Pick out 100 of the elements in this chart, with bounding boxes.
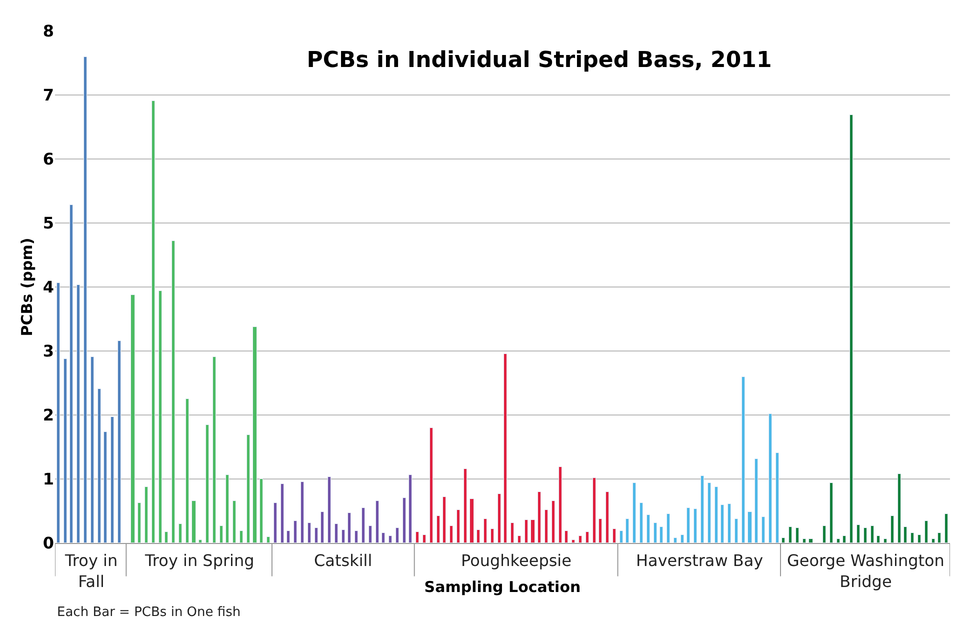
bar [504,354,507,543]
series-label: Troy in Spring [144,551,254,570]
bar [308,522,311,543]
bar [110,416,114,543]
bar [456,510,460,543]
series-label: Catskill [314,551,372,570]
bar [850,114,853,543]
bar [484,518,487,543]
bar [130,294,135,543]
bar [768,414,772,543]
y-axis-title: PCBs (ppm) [18,238,36,336]
bar [64,358,67,543]
bar [572,540,575,543]
bar [232,500,236,543]
y-tick-label: 6 [42,150,54,169]
bar [654,522,657,543]
bar [788,526,792,543]
bar [212,356,216,543]
bar [728,504,731,543]
bar [144,486,148,543]
bar [442,496,446,543]
text: PCBs in Individual Striped Bass, 2011 [306,48,772,74]
bar [856,524,860,543]
bar [890,516,894,543]
bar [164,532,168,543]
bar [870,526,874,543]
bar [782,538,785,543]
text: Each Bar = PCBs in One fish [57,605,241,620]
bar [558,466,562,543]
bar [776,452,779,543]
bar [720,504,724,543]
bar [348,512,351,543]
bar [524,520,528,543]
bar [294,520,297,543]
y-tick-label: 4 [42,278,54,297]
bar [808,538,813,543]
bar [84,56,87,543]
bar [118,340,121,543]
bar [220,526,223,543]
bar [924,520,928,543]
bar [280,484,284,543]
bar [286,530,290,543]
bar [192,500,196,543]
bar [300,482,304,543]
bar [944,514,948,543]
bar [416,532,419,543]
bar [376,500,379,543]
bar [226,474,229,543]
bar [762,516,765,543]
bar [382,532,385,543]
y-tick-label: 8 [42,22,54,41]
bar [260,478,263,543]
bar [90,356,94,543]
bar [748,512,752,543]
bar [206,424,209,543]
bar [674,538,677,543]
bar [932,538,935,543]
y-tick-label: 3 [42,342,54,361]
bar [178,524,182,543]
bar [266,536,270,543]
bar [172,240,175,543]
bar [362,508,365,543]
bar [646,514,650,543]
bar [626,518,629,543]
bar [876,536,880,543]
bar [198,540,202,543]
bar [612,528,616,543]
bar [246,434,250,543]
bar [152,100,155,543]
bar [464,468,467,543]
bar [490,528,494,543]
bar [660,526,663,543]
y-tick-label: 2 [42,406,54,425]
series-label: Troy in Fall [64,551,118,591]
bar [680,534,684,543]
bar [328,476,331,543]
bar [842,536,846,543]
bar [186,398,189,543]
bar [430,428,433,543]
bar [252,326,257,543]
bar [552,500,555,543]
bar [754,458,758,543]
bar [70,204,73,543]
bar [530,520,535,543]
bar [510,522,514,543]
bar [640,502,643,543]
bar [708,482,711,543]
bar [836,538,840,543]
bar [742,376,745,543]
y-tick-label: 7 [42,86,54,105]
bar [620,530,623,543]
bar [910,532,914,543]
bar [632,482,636,543]
bar [938,532,941,543]
bar [422,534,426,543]
bar [104,432,107,543]
bar [498,494,501,543]
bar [354,530,358,543]
bar [700,476,704,543]
bar [342,530,345,543]
